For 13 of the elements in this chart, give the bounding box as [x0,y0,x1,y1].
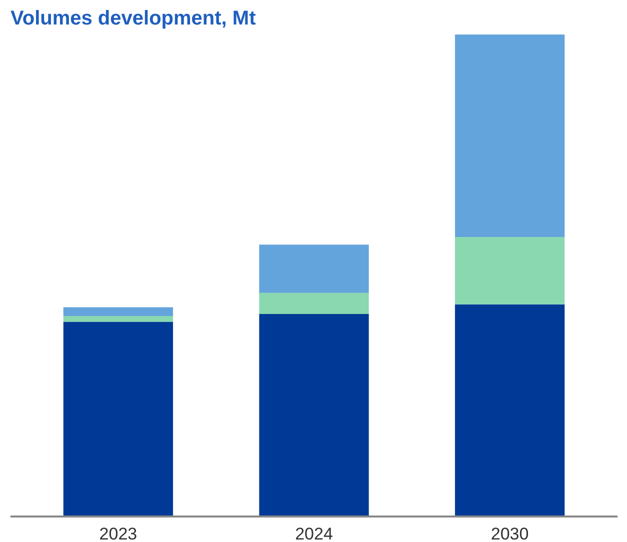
bar [454,34,565,237]
bar [259,314,369,516]
bar [63,322,174,516]
bar [259,292,369,314]
x-tick-label: 2030 [490,524,529,542]
x-tick-label: 2024 [295,524,333,542]
bar [63,316,174,322]
bar [259,244,369,293]
bar [63,307,174,316]
chart-title: Volumes development, Mt [10,8,256,30]
x-tick-label: 2023 [99,524,138,542]
bar [454,304,565,516]
bar [454,236,565,304]
